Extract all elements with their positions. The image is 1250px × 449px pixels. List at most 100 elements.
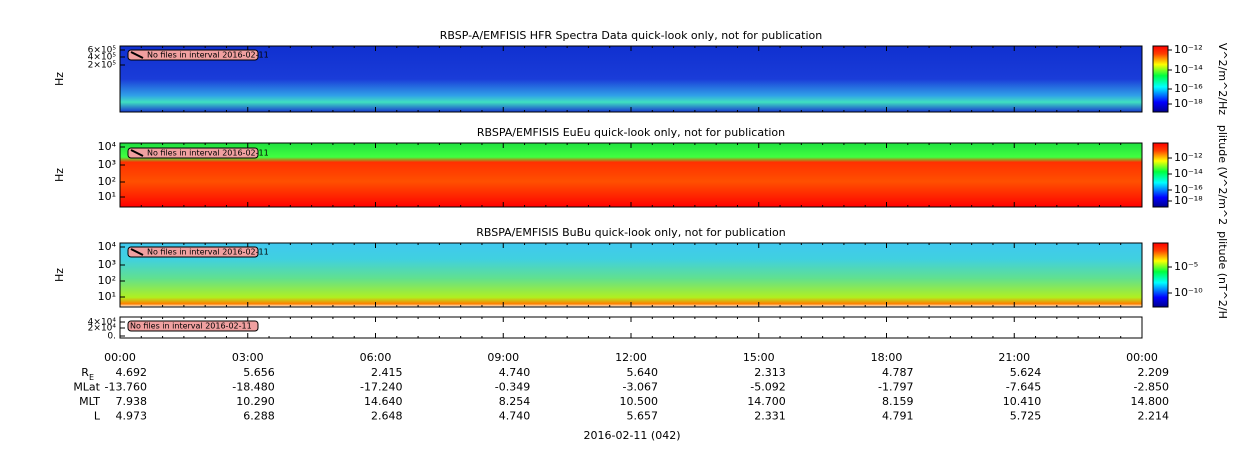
- row-value: -17.240: [360, 381, 402, 394]
- y-tick-label: 10⁴: [98, 240, 117, 253]
- row-value: 2.313: [754, 366, 786, 379]
- row-value: 4.791: [882, 410, 914, 423]
- row-value: 7.938: [116, 395, 148, 408]
- time-label: 03:00: [232, 351, 264, 364]
- row-value: 10.410: [1003, 395, 1042, 408]
- note-box: [127, 147, 259, 159]
- row-value: 5.624: [1010, 366, 1042, 379]
- row-value: 2.214: [1138, 410, 1170, 423]
- time-label: 00:00: [1126, 351, 1158, 364]
- colorbar-tick-label: 10⁻¹⁴: [1174, 63, 1203, 76]
- row-value: -5.092: [750, 381, 785, 394]
- y-tick-label: 2×10⁵: [88, 61, 117, 71]
- y-axis-label: Hz: [53, 72, 66, 86]
- row-label: MLT: [79, 395, 100, 408]
- y-tick-label: 6×10⁵: [88, 46, 117, 56]
- row-value: -1.797: [878, 381, 913, 394]
- panel-title: RBSPA/EMFISIS EuEu quick-look only, not …: [477, 126, 785, 139]
- row-value: 2.415: [371, 366, 403, 379]
- colorbar-tick-label: 10⁻¹⁰: [1174, 286, 1203, 299]
- note-text: No files in interval 2016-02-11: [147, 248, 269, 257]
- colorbar-tick-label: 10⁻¹⁸: [1174, 97, 1203, 110]
- y-tick-label: 4×10⁴: [88, 318, 117, 328]
- time-label: 06:00: [360, 351, 392, 364]
- row-value: -18.480: [232, 381, 274, 394]
- time-label: 00:00: [104, 351, 136, 364]
- note-box: [127, 246, 259, 258]
- row-value: 4.973: [116, 410, 148, 423]
- time-label: 09:00: [487, 351, 519, 364]
- date-label: 2016-02-11 (042): [583, 429, 680, 442]
- row-value: 2.209: [1138, 366, 1170, 379]
- y-tick-label: 10³: [98, 158, 116, 171]
- y-tick-label: 4×10⁵: [88, 53, 117, 63]
- y-tick-label: 10⁴: [98, 140, 117, 153]
- row-label-sub: E: [89, 373, 94, 382]
- colorbar-tick-label: 10⁻⁵: [1174, 260, 1198, 273]
- row-value: 2.331: [754, 410, 786, 423]
- colorbar: [1152, 142, 1169, 208]
- row-value: 5.640: [627, 366, 659, 379]
- row-value: 14.700: [747, 395, 786, 408]
- y-axis-label: Hz: [53, 268, 66, 282]
- row-value: 6.288: [243, 410, 275, 423]
- colorbar-label: plitude (V^2/m^2: [1216, 125, 1229, 225]
- row-label-text: MLat: [73, 381, 100, 394]
- y-tick-label: 0.: [107, 332, 116, 342]
- row-value: 2.648: [371, 410, 403, 423]
- y-axis-label: Hz: [53, 168, 66, 182]
- row-value: 8.254: [499, 395, 531, 408]
- note-box: [127, 49, 259, 61]
- colorbar: [1152, 45, 1169, 113]
- y-tick-label: 10²: [98, 274, 116, 287]
- colorbar-label: V^2/m^2/Hz: [1216, 43, 1229, 115]
- colorbar-tick-label: 10⁻¹²: [1174, 151, 1203, 164]
- row-value: 10.500: [620, 395, 659, 408]
- y-tick-label: 10³: [98, 258, 116, 271]
- note-text: No files in interval 2016-02-11: [147, 149, 269, 158]
- panel-title: RBSP-A/EMFISIS HFR Spectra Data quick-lo…: [440, 29, 823, 42]
- row-value: 5.656: [243, 366, 275, 379]
- row-value: 14.640: [364, 395, 403, 408]
- row-value: 14.800: [1131, 395, 1170, 408]
- row-value: 8.159: [882, 395, 914, 408]
- note-text: No files in interval 2016-02-11: [147, 51, 269, 60]
- colorbar: [1152, 242, 1169, 308]
- time-label: 21:00: [998, 351, 1030, 364]
- time-label: 15:00: [743, 351, 775, 364]
- row-value: 4.740: [499, 410, 531, 423]
- row-value: -3.067: [623, 381, 658, 394]
- colorbar-tick-label: 10⁻¹⁸: [1174, 194, 1203, 207]
- row-value: 4.787: [882, 366, 914, 379]
- spectrogram: [120, 243, 1142, 307]
- row-value: -13.760: [105, 381, 147, 394]
- colorbar-tick-label: 10⁻¹⁶: [1174, 183, 1203, 196]
- time-label: 12:00: [615, 351, 647, 364]
- note-icon: [130, 51, 144, 59]
- row-value: 5.657: [627, 410, 659, 423]
- panel-title: RBSPA/EMFISIS BuBu quick-look only, not …: [476, 226, 786, 239]
- colorbar-label: plitude (nT^2/H: [1216, 231, 1229, 319]
- row-value: 4.692: [116, 366, 148, 379]
- note-box: [127, 320, 259, 332]
- spectrogram: [120, 143, 1142, 207]
- y-tick-label: 2×10⁴: [88, 324, 117, 334]
- row-label: MLat: [73, 381, 100, 394]
- row-label-text: L: [94, 410, 101, 423]
- time-label: 18:00: [871, 351, 903, 364]
- note-text: No files in interval 2016-02-11: [130, 322, 252, 331]
- row-value: -0.349: [495, 381, 530, 394]
- row-label: RE: [81, 366, 94, 382]
- y-tick-label: 10¹: [98, 190, 116, 203]
- note-icon: [130, 248, 144, 256]
- y-tick-label: 10²: [98, 175, 116, 188]
- row-label-text: R: [81, 366, 89, 379]
- row-value: 4.740: [499, 366, 531, 379]
- y-tick-label: 10¹: [98, 290, 116, 303]
- row-value: 5.725: [1010, 410, 1042, 423]
- colorbar-tick-label: 10⁻¹⁶: [1174, 82, 1203, 95]
- row-value: -7.645: [1006, 381, 1041, 394]
- row-value: -2.850: [1134, 381, 1169, 394]
- row-label-text: MLT: [79, 395, 100, 408]
